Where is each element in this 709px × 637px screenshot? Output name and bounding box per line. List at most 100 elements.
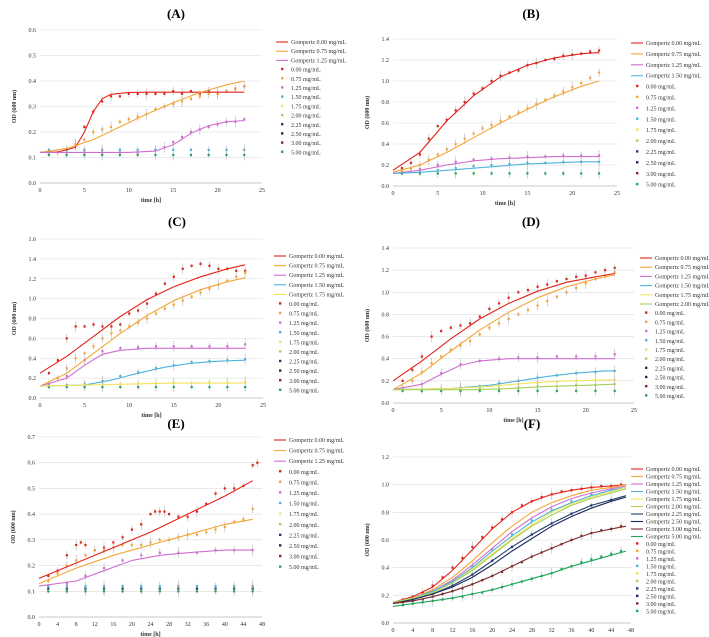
data-point-1.50: [190, 361, 193, 364]
data-point-0.75: [243, 85, 246, 88]
legend-entry-points: 2.25 mg/mL: [289, 360, 319, 366]
data-point-0.00: [56, 359, 59, 362]
legend-entry-points: 1.50 mg/mL: [646, 117, 676, 123]
data-point-0.75: [535, 103, 538, 106]
chart-panel-1: (A) 0.0 0.1 0.2 0.3 0.4 0.5 0.6 0 5 10 15 20 25 time […: [11, 6, 346, 204]
data-point-0.75: [459, 344, 462, 347]
legend-point-swatch: [636, 602, 639, 605]
legend-entry-fit: Gompertz 1.25 mg/mL: [289, 459, 344, 465]
gompertz-fit-line: [39, 347, 246, 387]
chart-panel-6: (F)0.00.20.40.60.81.01.20 4 8 12 16 20 24 28 32 3…: [364, 416, 701, 634]
y-axis-label: OD (600 nm): [11, 302, 18, 335]
legend-point-swatch: [279, 470, 282, 473]
legend-entry-points: 1.75 mg/mL: [289, 512, 319, 518]
y-tick-label: 1.2: [382, 455, 390, 461]
data-point-0.00: [172, 90, 175, 93]
data-point-0.00: [154, 92, 157, 95]
y-tick-label: 0.3: [29, 105, 37, 111]
x-tick-label: 20: [215, 403, 221, 409]
data-point-0.75: [149, 541, 152, 544]
x-tick-label: 48: [628, 628, 634, 634]
x-tick-label: 0: [38, 622, 41, 628]
legend-entry-points: 2.50 mg/mL: [289, 369, 319, 375]
x-tick-label: 44: [240, 622, 246, 628]
data-point-5.00: [118, 153, 122, 157]
data-point-0.00: [436, 125, 439, 128]
legend-point-swatch: [636, 128, 639, 131]
data-point-3.00: [600, 529, 603, 532]
data-point-1.50: [47, 148, 50, 151]
data-point-5.00: [47, 385, 51, 389]
data-point-1.50: [208, 360, 211, 363]
y-tick-label: 0.0: [382, 621, 390, 627]
data-point-5.00: [119, 385, 122, 389]
y-tick-label: 0.4: [382, 142, 390, 148]
legend-entry-points: 2.50 mg/mL: [646, 595, 676, 601]
legend-point-swatch: [281, 150, 284, 153]
x-tick-label: 40: [588, 628, 594, 634]
data-point-0.00: [172, 275, 175, 278]
data-point-0.00: [517, 291, 520, 294]
data-point-1.25: [208, 345, 211, 348]
legend-entry-points: 0.00 mg/mL: [646, 542, 676, 548]
data-point-0.75: [56, 572, 59, 575]
data-point-5.00: [154, 153, 157, 157]
data-point-5.00: [137, 385, 140, 389]
legend-point-swatch: [281, 123, 284, 126]
data-point-0.00: [110, 325, 113, 328]
data-point-0.00: [481, 536, 484, 539]
legend-point-swatch: [279, 480, 282, 483]
legend-entry-fit: Gompertz 0.75 mg/mL: [646, 475, 701, 481]
data-point-0.00: [481, 87, 484, 90]
legend-point-swatch: [645, 375, 648, 379]
data-point-0.00: [546, 283, 549, 286]
x-tick-label: 24: [509, 628, 515, 634]
legend-point-swatch: [636, 594, 639, 598]
data-point-5.00: [244, 385, 247, 389]
legend-point-swatch: [636, 609, 639, 613]
legend-point-swatch: [279, 321, 282, 324]
data-point-0.00: [418, 153, 421, 156]
data-point-0.75: [445, 148, 448, 151]
data-point-0.00: [603, 269, 607, 272]
legend-point-swatch: [279, 533, 282, 536]
data-point-5.00: [225, 153, 228, 157]
legend-entry-points: 1.25 mg/mL: [289, 321, 319, 327]
y-tick-label: 1.0: [29, 297, 37, 303]
data-point-0.75: [526, 308, 530, 312]
data-point-3.00: [619, 525, 623, 528]
data-point-1.25: [459, 363, 462, 366]
x-tick-label: 8: [75, 622, 78, 628]
y-tick-label: 0.6: [382, 121, 390, 127]
legend-point-swatch: [636, 95, 639, 99]
legend-point-swatch: [279, 331, 282, 334]
legend-point-swatch: [279, 350, 282, 353]
data-point-0.75: [172, 102, 175, 106]
data-point-0.00: [84, 543, 87, 547]
legend-point-swatch: [645, 348, 648, 351]
data-point-0.00: [454, 109, 457, 112]
data-point-0.00: [507, 296, 510, 299]
data-point-0.00: [177, 515, 180, 518]
legend-entry-points: 2.50 mg/mL: [655, 376, 685, 382]
data-point-1.25: [497, 357, 501, 360]
panel-title: (A): [167, 6, 185, 21]
y-tick-label: 1.6: [29, 237, 37, 243]
legend-point-swatch: [279, 302, 282, 305]
data-point-1.25: [555, 355, 558, 358]
data-point-1.25: [562, 154, 565, 157]
data-point-1.25: [594, 355, 597, 358]
data-point-0.00: [441, 576, 444, 579]
x-tick-label: 5: [83, 188, 86, 194]
y-tick-label: 0.6: [28, 461, 36, 467]
data-point-0.00: [65, 337, 68, 340]
data-point-3.00: [500, 570, 504, 573]
data-point-0.00: [163, 282, 166, 285]
data-point-1.25: [140, 554, 143, 557]
data-point-1.25: [575, 355, 578, 358]
data-point-0.00: [536, 285, 539, 288]
legend-point-swatch: [281, 113, 284, 117]
legend-point-swatch: [636, 172, 639, 175]
legend-entry-points: 1.75 mg/mL: [291, 104, 321, 110]
y-tick-label: 0.6: [29, 336, 37, 342]
